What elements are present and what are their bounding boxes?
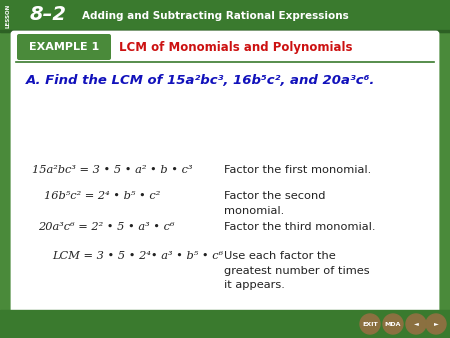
Bar xyxy=(0,310,450,338)
Text: EXIT: EXIT xyxy=(362,321,378,327)
Text: MDA: MDA xyxy=(385,321,401,327)
Text: LCM = 3 • 5 • 2⁴• a³ • b⁵ • c⁶: LCM = 3 • 5 • 2⁴• a³ • b⁵ • c⁶ xyxy=(52,251,223,261)
Text: 16b⁵c² = 2⁴ • b⁵ • c²: 16b⁵c² = 2⁴ • b⁵ • c² xyxy=(44,191,160,201)
Circle shape xyxy=(426,314,446,334)
Text: ◄: ◄ xyxy=(414,321,418,327)
FancyBboxPatch shape xyxy=(17,34,111,60)
Text: LESSON: LESSON xyxy=(5,4,10,28)
Text: Use each factor the
greatest number of times
it appears.: Use each factor the greatest number of t… xyxy=(224,251,369,290)
Text: Adding and Subtracting Rational Expressions: Adding and Subtracting Rational Expressi… xyxy=(82,11,349,21)
Text: Factor the second
monomial.: Factor the second monomial. xyxy=(224,191,325,216)
Text: 8–2: 8–2 xyxy=(30,5,67,24)
Circle shape xyxy=(406,314,426,334)
Circle shape xyxy=(383,314,403,334)
Text: A. Find the LCM of 15a²bc³, 16b⁵c², and 20a³c⁶.: A. Find the LCM of 15a²bc³, 16b⁵c², and … xyxy=(26,73,375,87)
Text: EXAMPLE 1: EXAMPLE 1 xyxy=(29,42,99,52)
Text: Factor the first monomial.: Factor the first monomial. xyxy=(224,165,371,175)
Circle shape xyxy=(360,314,380,334)
Text: Factor the third monomial.: Factor the third monomial. xyxy=(224,222,375,232)
Text: 20a³c⁶ = 2² • 5 • a³ • c⁶: 20a³c⁶ = 2² • 5 • a³ • c⁶ xyxy=(38,222,175,232)
Text: ►: ► xyxy=(434,321,438,327)
Bar xyxy=(0,30,450,32)
Text: 15a²bc³ = 3 • 5 • a² • b • c³: 15a²bc³ = 3 • 5 • a² • b • c³ xyxy=(32,165,193,175)
Text: LCM of Monomials and Polynomials: LCM of Monomials and Polynomials xyxy=(119,41,352,53)
FancyBboxPatch shape xyxy=(12,32,438,312)
Bar xyxy=(0,0,450,32)
